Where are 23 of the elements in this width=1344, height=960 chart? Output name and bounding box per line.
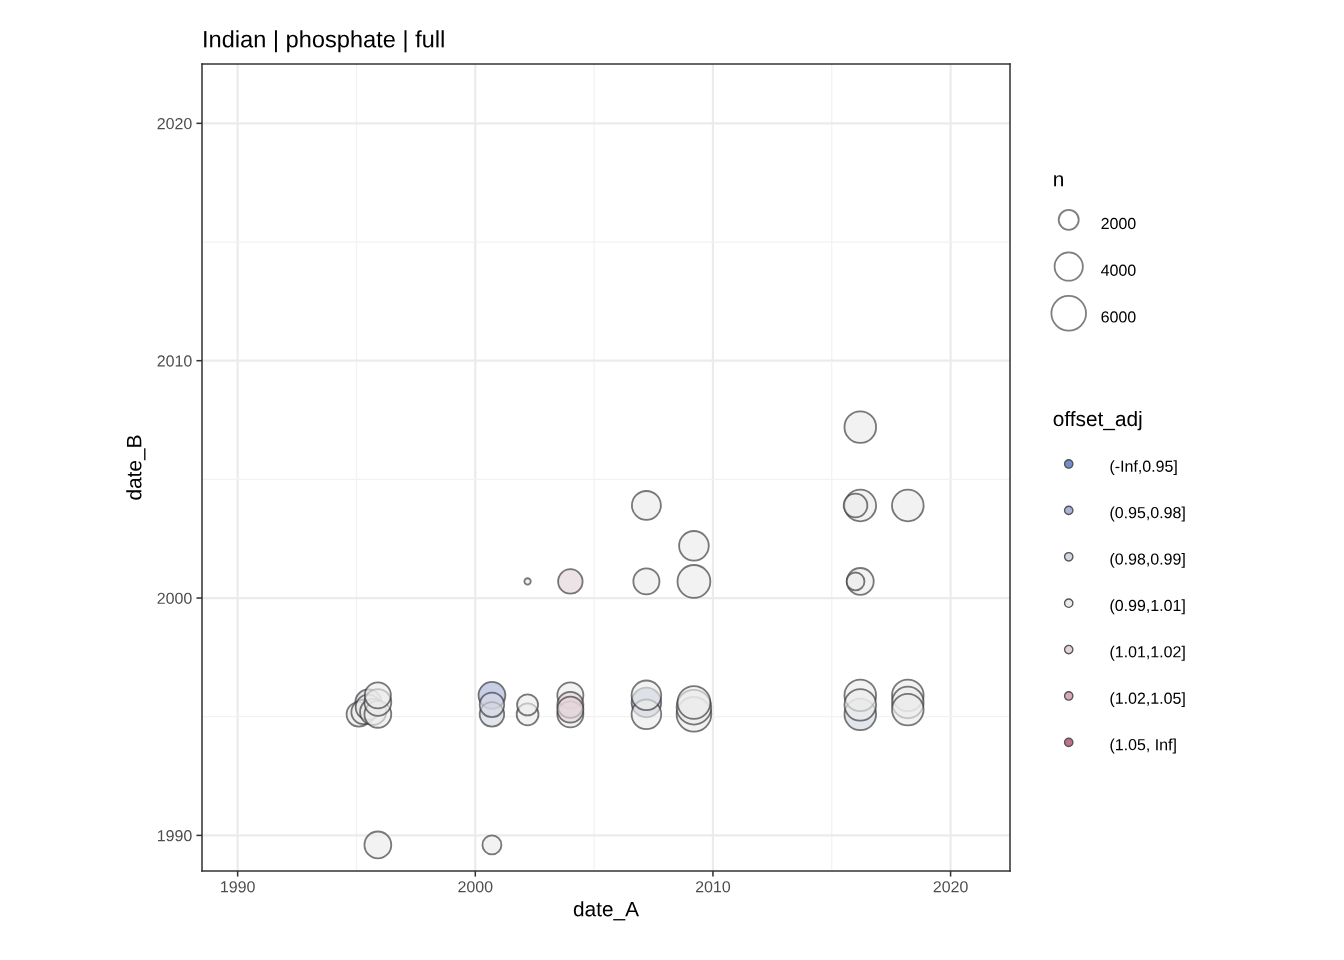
legend-label: 6000: [1101, 311, 1136, 323]
legend-label: (1.01,1.02]: [1110, 645, 1185, 661]
x-axis-title: date_A: [573, 901, 639, 921]
y-tick-label: 2000: [157, 592, 192, 604]
legend-label: (1.02,1.05]: [1110, 692, 1185, 708]
x-tick-label: 2020: [933, 881, 968, 893]
legend-label: 2000: [1101, 217, 1136, 230]
y-tick-label: 1990: [157, 830, 192, 842]
x-tick-label: 2000: [458, 881, 493, 893]
x-tick-label: 1990: [221, 881, 255, 893]
legend-label: 4000: [1101, 264, 1136, 276]
legend-label: (0.98,0.99]: [1110, 552, 1185, 568]
legend-label: (1.05, Inf]: [1110, 738, 1176, 754]
y-tick-label: 2010: [157, 355, 192, 367]
text: offset_adj: [1053, 410, 1142, 431]
legend-label: (0.95,0.98]: [1110, 506, 1185, 522]
x-tick-label: 2010: [695, 881, 731, 893]
y-tick-label: 2020: [157, 117, 192, 130]
legend-label: (-Inf,0.95]: [1110, 460, 1177, 476]
text: n: [1054, 175, 1063, 187]
legend-label: (0.99,1.01]: [1110, 599, 1185, 615]
y-axis-title: date_B: [126, 435, 146, 500]
chart-title: Indian | phosphate | full: [204, 30, 444, 53]
